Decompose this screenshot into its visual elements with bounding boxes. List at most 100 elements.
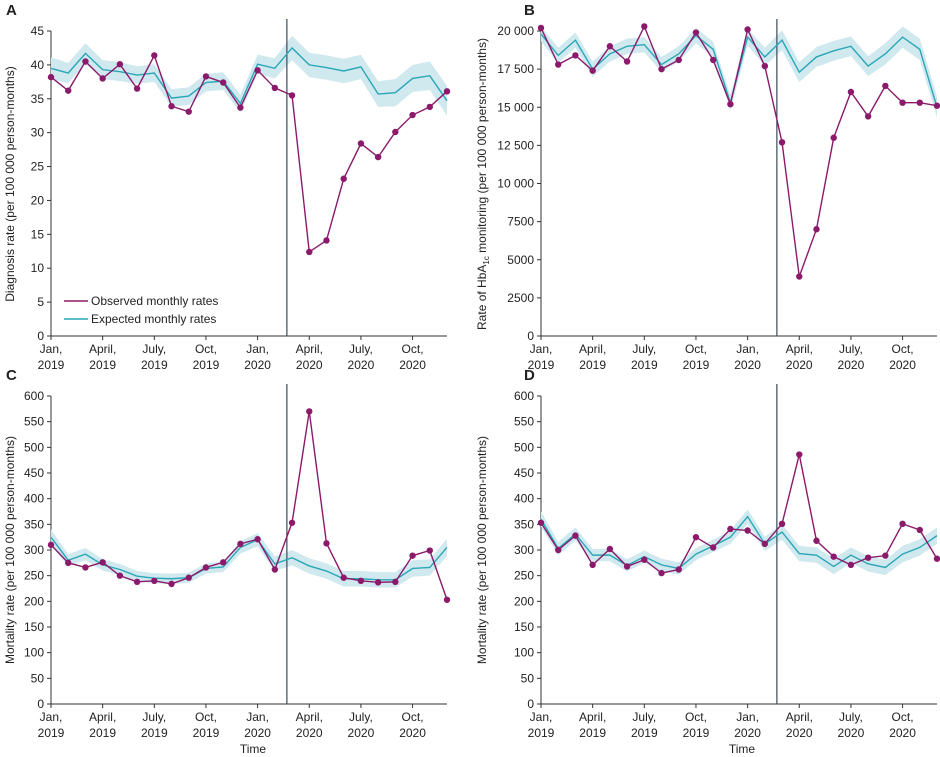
- y-tick-label-c: 300: [24, 543, 44, 557]
- observed-point-b: [899, 99, 906, 106]
- x-tick-label-c: Jan, 2019: [38, 710, 65, 740]
- observed-point-c: [340, 574, 347, 581]
- panel-letter-b: B: [524, 2, 535, 19]
- expected-line-c: [50, 536, 448, 581]
- observed-point-a: [409, 111, 416, 119]
- observed-point-b: [589, 67, 596, 74]
- y-tick-label-d: 550: [514, 415, 534, 429]
- observed-point-d: [796, 451, 803, 458]
- panel-a: A Diagnosis rate (per 100 000 person-mont…: [3, 2, 451, 372]
- x-tick-label-d: July, 2019: [631, 710, 658, 740]
- y-tick-label-c: 400: [24, 492, 44, 506]
- observed-point-d: [813, 537, 820, 544]
- observed-point-d: [675, 566, 682, 573]
- observed-point-c: [185, 574, 192, 581]
- x-tick-label-a: April, 2020: [296, 342, 323, 372]
- observed-point-b: [796, 273, 803, 280]
- legend-observed-label: Observed monthly rates: [91, 294, 218, 308]
- observed-point-a: [374, 153, 382, 161]
- y-tick-label-d: 450: [514, 466, 534, 480]
- x-tick-label-c: Jan, 2020: [244, 710, 271, 740]
- observed-point-c: [409, 552, 416, 559]
- panel-b: B Rate of HbA1c monitoring (per 100 000 p…: [475, 2, 940, 372]
- y-tick-label-c: 100: [24, 646, 44, 660]
- observed-point-b: [847, 88, 855, 96]
- observed-point-d: [830, 553, 837, 560]
- x-tick-label-d: April, 2019: [579, 710, 606, 740]
- observed-point-c: [65, 559, 72, 567]
- observed-point-c: [288, 519, 296, 526]
- observed-point-a: [47, 73, 55, 81]
- observed-point-a: [340, 175, 347, 182]
- observed-point-b: [727, 101, 734, 108]
- y-tick-label-a: 15: [31, 227, 45, 241]
- observed-point-b: [606, 43, 614, 50]
- observed-point-c: [47, 541, 55, 549]
- observed-point-a: [306, 248, 313, 256]
- y-axis-title-c: Mortality rate (per 100 000 person-month…: [3, 436, 17, 664]
- expected-line-d: [540, 515, 938, 570]
- y-tick-label-b: 0: [527, 329, 534, 343]
- observed-point-c: [357, 577, 365, 584]
- observed-point-d: [761, 540, 769, 548]
- y-tick-label-a: 5: [37, 295, 44, 309]
- y-tick-label-b: 2500: [507, 291, 534, 305]
- y-tick-label-c: 0: [37, 697, 44, 711]
- y-tick-label-b: 17 500: [497, 62, 534, 76]
- y-tick-label-d: 300: [514, 543, 534, 557]
- x-tick-label-c: April, 2019: [89, 710, 116, 740]
- observed-point-b: [572, 52, 579, 59]
- observed-point-b: [555, 61, 562, 68]
- observed-point-b: [658, 65, 665, 73]
- legend: Observed monthly rates Expected monthly …: [64, 294, 218, 326]
- x-tick-label-c: Oct, 2020: [399, 710, 426, 740]
- y-axis-title-a: Diagnosis rate (per 100 000 person-month…: [3, 66, 17, 301]
- observed-point-d: [899, 520, 906, 528]
- observed-point-a: [254, 67, 261, 74]
- y-tick-label-a: 45: [31, 24, 45, 38]
- y-tick-label-d: 50: [521, 671, 535, 685]
- observed-point-a: [151, 52, 158, 59]
- observed-point-a: [202, 73, 210, 80]
- y-tick-label-b: 20 000: [497, 24, 534, 38]
- x-tick-label-a: July, 2020: [348, 342, 375, 372]
- expected-line-b: [540, 33, 938, 108]
- y-tick-label-d: 100: [514, 646, 534, 660]
- observed-point-c: [306, 408, 313, 415]
- x-axis-title-right: Time: [729, 742, 756, 756]
- observed-point-c: [168, 580, 175, 588]
- y-tick-label-d: 500: [514, 440, 534, 454]
- observed-point-b: [933, 102, 940, 109]
- observed-point-d: [572, 532, 579, 539]
- x-tick-label-a: July, 2019: [141, 342, 168, 372]
- y-tick-label-c: 150: [24, 620, 44, 634]
- panel-letter-c: C: [6, 367, 17, 384]
- observed-point-d: [933, 555, 940, 562]
- y-tick-label-a: 25: [31, 160, 45, 174]
- x-tick-label-d: April, 2020: [786, 710, 813, 740]
- expected-line-a: [50, 46, 448, 105]
- y-tick-label-b: 7500: [507, 215, 534, 229]
- observed-point-d: [709, 544, 717, 551]
- y-tick-label-c: 450: [24, 466, 44, 480]
- x-axis-title-left: Time: [240, 742, 267, 756]
- observed-point-a: [116, 61, 124, 68]
- x-tick-label-d: Jan, 2019: [528, 710, 555, 740]
- y-tick-label-c: 250: [24, 569, 44, 583]
- observed-point-c: [426, 547, 433, 554]
- observed-point-c: [202, 564, 210, 571]
- observed-point-c: [82, 564, 89, 571]
- observed-point-d: [658, 569, 665, 577]
- x-tick-label-c: July, 2020: [348, 710, 375, 740]
- y-tick-label-c: 600: [24, 389, 44, 403]
- confidence-band-a: [51, 35, 447, 116]
- observed-point-b: [830, 134, 837, 141]
- confidence-band-c: [51, 529, 447, 588]
- observed-point-c: [392, 578, 399, 586]
- observed-point-d: [692, 533, 700, 541]
- observed-point-a: [219, 79, 227, 86]
- y-tick-label-b: 10 000: [497, 177, 534, 191]
- observed-point-a: [168, 103, 175, 110]
- observed-point-c: [254, 536, 261, 543]
- observed-point-c: [323, 540, 330, 547]
